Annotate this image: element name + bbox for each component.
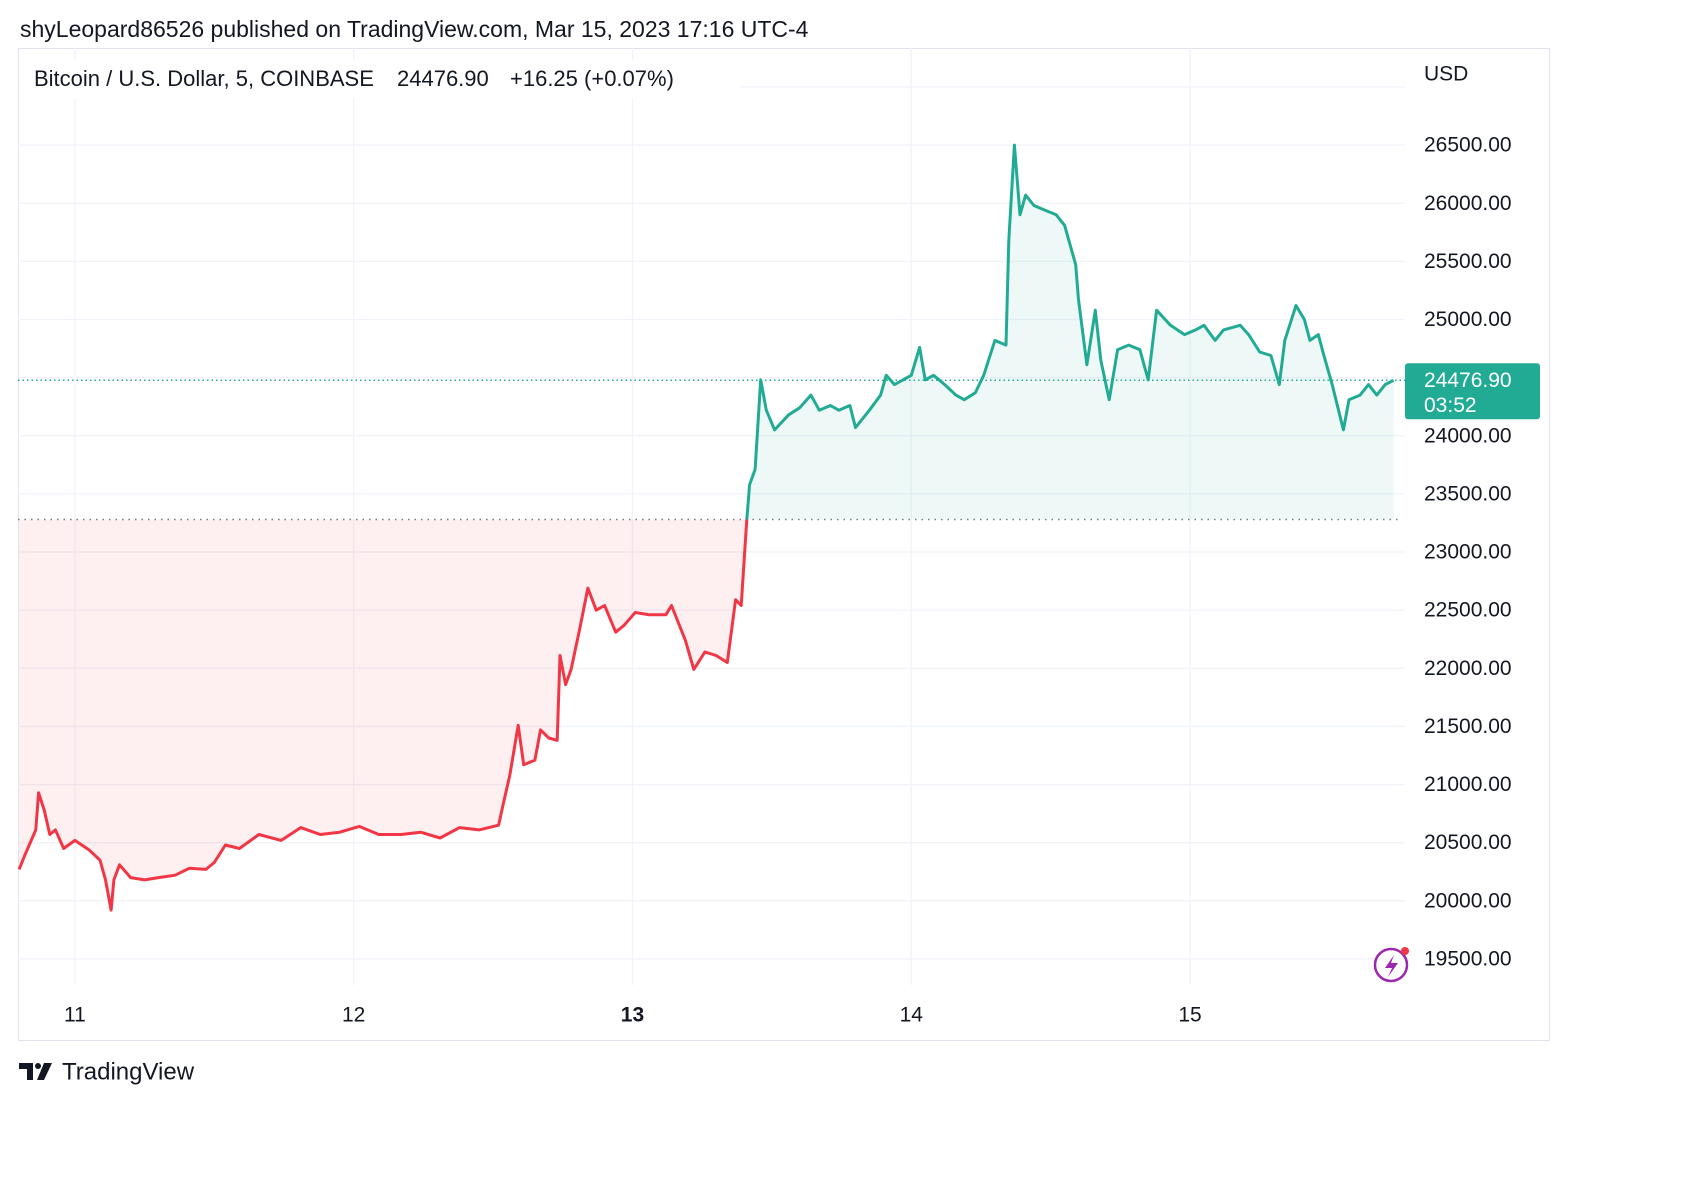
y-tick-label: 22500.00 xyxy=(1424,599,1512,622)
y-tick-label: 25000.00 xyxy=(1424,308,1512,331)
area-fill-down xyxy=(19,519,1394,911)
brand-logo xyxy=(19,1063,52,1080)
x-tick-label: 13 xyxy=(621,1004,644,1027)
x-tick-label: 12 xyxy=(342,1004,365,1027)
y-tick-label: 20500.00 xyxy=(1424,831,1512,854)
y-tick-label: 21000.00 xyxy=(1424,773,1512,796)
x-tick-label: 14 xyxy=(900,1004,924,1027)
y-tick-label: 23500.00 xyxy=(1424,482,1512,505)
price-line xyxy=(17,143,1395,912)
countdown: 03:52 xyxy=(1424,394,1477,417)
legend-change: +16.25 (+0.07%) xyxy=(510,66,674,91)
published-note: shyLeopard86526 published on TradingView… xyxy=(20,16,809,42)
y-tick-label: 19500.00 xyxy=(1424,948,1512,971)
currency: USD xyxy=(1424,63,1468,86)
legend-bg xyxy=(20,60,740,98)
legend-price: 24476.90 xyxy=(397,66,489,91)
y-tick-label: 25500.00 xyxy=(1424,250,1512,273)
alert-icon xyxy=(1373,947,1409,983)
x-tick-label: 11 xyxy=(64,1004,86,1027)
symbol: Bitcoin / U.S. Dollar, 5, COINBASE xyxy=(34,66,374,91)
y-tick-label: 26000.00 xyxy=(1424,192,1512,215)
brand: TradingView xyxy=(62,1058,195,1085)
y-tick-label: 26500.00 xyxy=(1424,134,1512,157)
price-axis: 19500.00 20000.00 20500.00 21000.00 21500.00… xyxy=(1424,75,1512,971)
y-tick-label: 22000.00 xyxy=(1424,657,1512,680)
area-fill-up xyxy=(746,145,1394,520)
y-tick-label: 21500.00 xyxy=(1424,715,1512,738)
price-tag xyxy=(1405,363,1540,420)
price-tag-label: 24476.90 xyxy=(1424,369,1512,392)
plot xyxy=(17,143,1405,912)
chart-frame xyxy=(18,48,1550,1041)
y-tick-label: 23000.00 xyxy=(1424,541,1512,564)
x-tick-label: 15 xyxy=(1178,1004,1201,1027)
y-tick-label: 20000.00 xyxy=(1424,889,1512,912)
y-tick-label: 27000.00 xyxy=(1424,75,1512,98)
y-tick-label: 24000.00 xyxy=(1424,424,1512,447)
grid xyxy=(18,48,1405,985)
